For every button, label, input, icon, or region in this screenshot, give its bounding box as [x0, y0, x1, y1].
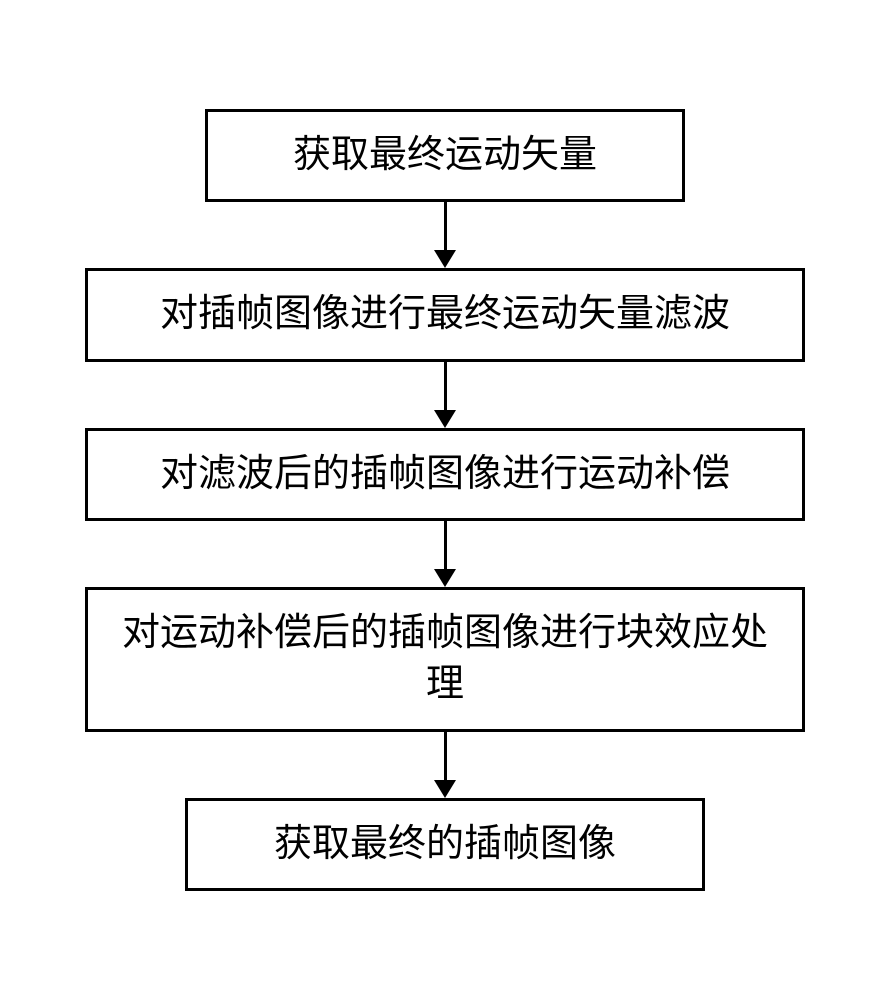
flowchart-step-3: 对滤波后的插帧图像进行运动补偿: [85, 428, 805, 521]
arrow-head-icon: [434, 250, 456, 268]
arrow-head-icon: [434, 780, 456, 798]
arrow-head-icon: [434, 569, 456, 587]
step-label: 获取最终的插帧图像: [274, 819, 616, 870]
arrow-line: [444, 732, 447, 780]
arrow-line: [444, 521, 447, 569]
flowchart-step-5: 获取最终的插帧图像: [185, 798, 705, 891]
arrow-line: [444, 362, 447, 410]
step-label: 对运动补偿后的插帧图像进行块效应处理: [116, 608, 774, 711]
arrow-head-icon: [434, 410, 456, 428]
flowchart-step-2: 对插帧图像进行最终运动矢量滤波: [85, 268, 805, 361]
flowchart-step-4: 对运动补偿后的插帧图像进行块效应处理: [85, 587, 805, 732]
flowchart-container: 获取最终运动矢量 对插帧图像进行最终运动矢量滤波 对滤波后的插帧图像进行运动补偿…: [65, 89, 825, 911]
arrow-line: [444, 202, 447, 250]
flowchart-step-1: 获取最终运动矢量: [205, 109, 685, 202]
arrow-4: [434, 732, 456, 798]
arrow-3: [434, 521, 456, 587]
arrow-2: [434, 362, 456, 428]
step-label: 获取最终运动矢量: [293, 130, 597, 181]
step-label: 对滤波后的插帧图像进行运动补偿: [160, 449, 730, 500]
step-label: 对插帧图像进行最终运动矢量滤波: [160, 289, 730, 340]
arrow-1: [434, 202, 456, 268]
